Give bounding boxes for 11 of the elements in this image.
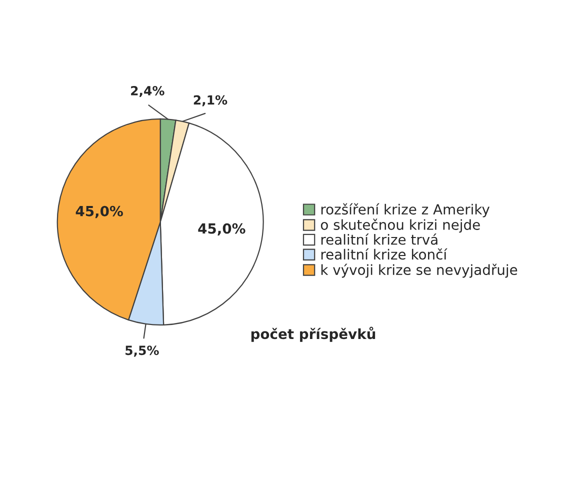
data-label: 2,1%	[194, 95, 228, 106]
data-label: 45,0%	[76, 206, 123, 218]
legend-label: realitní krize končí	[321, 248, 448, 260]
legend-label: k vývoji krize se nevyjadřuje	[321, 264, 518, 278]
legend-label: rozšíření krize z Ameriky	[321, 203, 490, 218]
data-label: 45,0%	[198, 223, 246, 236]
data-label: 5,5%	[126, 346, 159, 357]
data-label: 2,4%	[131, 86, 164, 98]
text: počet příspěvků	[251, 326, 376, 342]
legend-label: realitní krize trvá	[321, 234, 438, 245]
legend-label: o skutečnou krizi nejde	[320, 218, 480, 233]
